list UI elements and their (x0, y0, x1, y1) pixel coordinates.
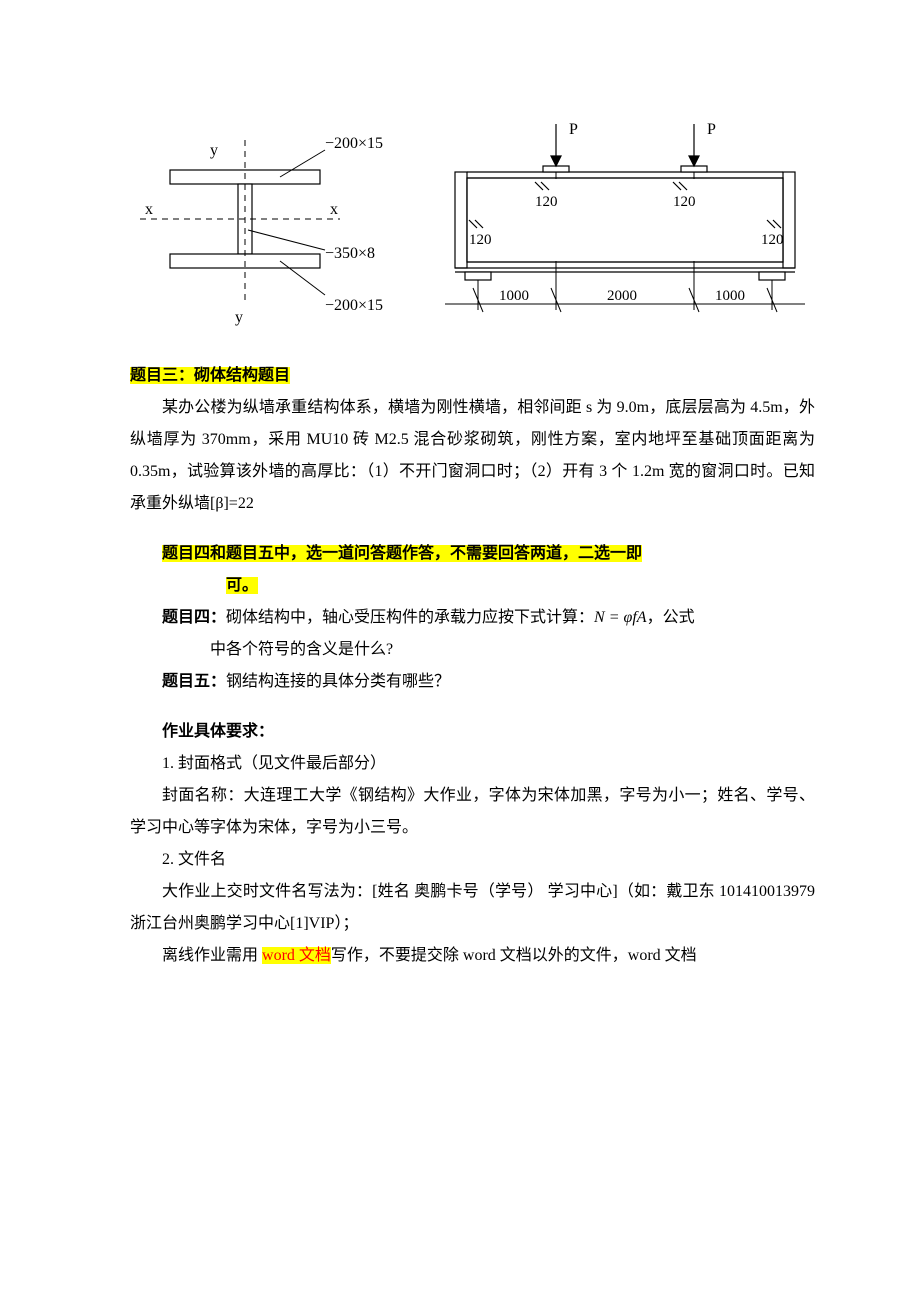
beam-figure: P P 120 120 120 120 (435, 100, 815, 330)
q4-text-b: ，公式 (647, 609, 695, 626)
beam-p-right: P (707, 121, 716, 138)
req-2b-hl: word 文档 (262, 947, 331, 964)
q4-label: 题目四： (162, 609, 226, 626)
ibeam-x-right: x (330, 201, 338, 218)
ibeam-x-left: x (145, 201, 153, 218)
q4-line1: 题目四：砌体结构中，轴心受压构件的承载力应按下式计算：N = φfA，公式 (130, 602, 815, 634)
req-2b: 离线作业需用 word 文档写作，不要提交除 word 文档以外的文件，word… (130, 940, 815, 972)
q5-label: 题目五： (162, 673, 226, 690)
q5-line: 题目五：钢结构连接的具体分类有哪些？ (130, 666, 815, 698)
req-2b-pre: 离线作业需用 (162, 947, 262, 964)
ibeam-y-top: y (210, 142, 218, 159)
q3-heading: 题目三：砌体结构题目 (130, 367, 290, 384)
ibeam-top-label: −200×15 (325, 135, 383, 152)
figures-row: y y x x −200×15 −350×8 −200×15 (130, 100, 815, 330)
ibeam-web-label: −350×8 (325, 245, 375, 262)
q45-heading-line1-text: 题目四和题目五中，选一道问答题作答，不需要回答两道，二选一即 (162, 545, 642, 562)
q5-text: 钢结构连接的具体分类有哪些？ (226, 673, 450, 690)
q3-body: 某办公楼为纵墙承重结构体系，横墙为刚性横墙，相邻间距 s 为 9.0m，底层层高… (130, 392, 815, 520)
q4-cont: 中各个符号的含义是什么? (210, 634, 815, 666)
q4-formula: N = φfA (594, 609, 647, 626)
beam-120-rb2: 120 (761, 232, 784, 248)
q3-heading-wrap: 题目三：砌体结构题目 (130, 360, 815, 392)
page-root: y y x x −200×15 −350×8 −200×15 (0, 0, 920, 1032)
q4-text-a: 砌体结构中，轴心受压构件的承载力应按下式计算： (226, 609, 594, 626)
beam-120-lb2: 120 (469, 232, 492, 248)
beam-dim-1000l: 1000 (499, 288, 529, 304)
req-1: 1. 封面格式（见文件最后部分） (130, 748, 815, 780)
req-2: 2. 文件名 (130, 844, 815, 876)
ibeam-bot-label: −200×15 (325, 297, 383, 314)
beam-120-tr2: 120 (673, 194, 696, 210)
q45-heading-line2-text: 可。 (226, 577, 258, 594)
ibeam-y-bot: y (235, 309, 243, 326)
req-1a: 封面名称：大连理工大学《钢结构》大作业，字体为宋体加黑，字号为小一；姓名、学号、… (130, 780, 815, 844)
beam-p-left: P (569, 121, 578, 138)
q45-heading: 题目四和题目五中，选一道问答题作答，不需要回答两道，二选一即 可。 (130, 538, 815, 602)
ibeam-figure: y y x x −200×15 −350×8 −200×15 (130, 100, 405, 330)
beam-dim-1000r: 1000 (715, 288, 745, 304)
beam-dim-2000: 2000 (607, 288, 637, 304)
req-2b-post: 写作，不要提交除 word 文档以外的文件，word 文档 (331, 947, 697, 964)
req-heading: 作业具体要求： (130, 716, 815, 748)
req-2a: 大作业上交时文件名写法为：[姓名 奥鹏卡号（学号） 学习中心]（如：戴卫东 10… (130, 876, 815, 940)
beam-120-tl2: 120 (535, 194, 558, 210)
